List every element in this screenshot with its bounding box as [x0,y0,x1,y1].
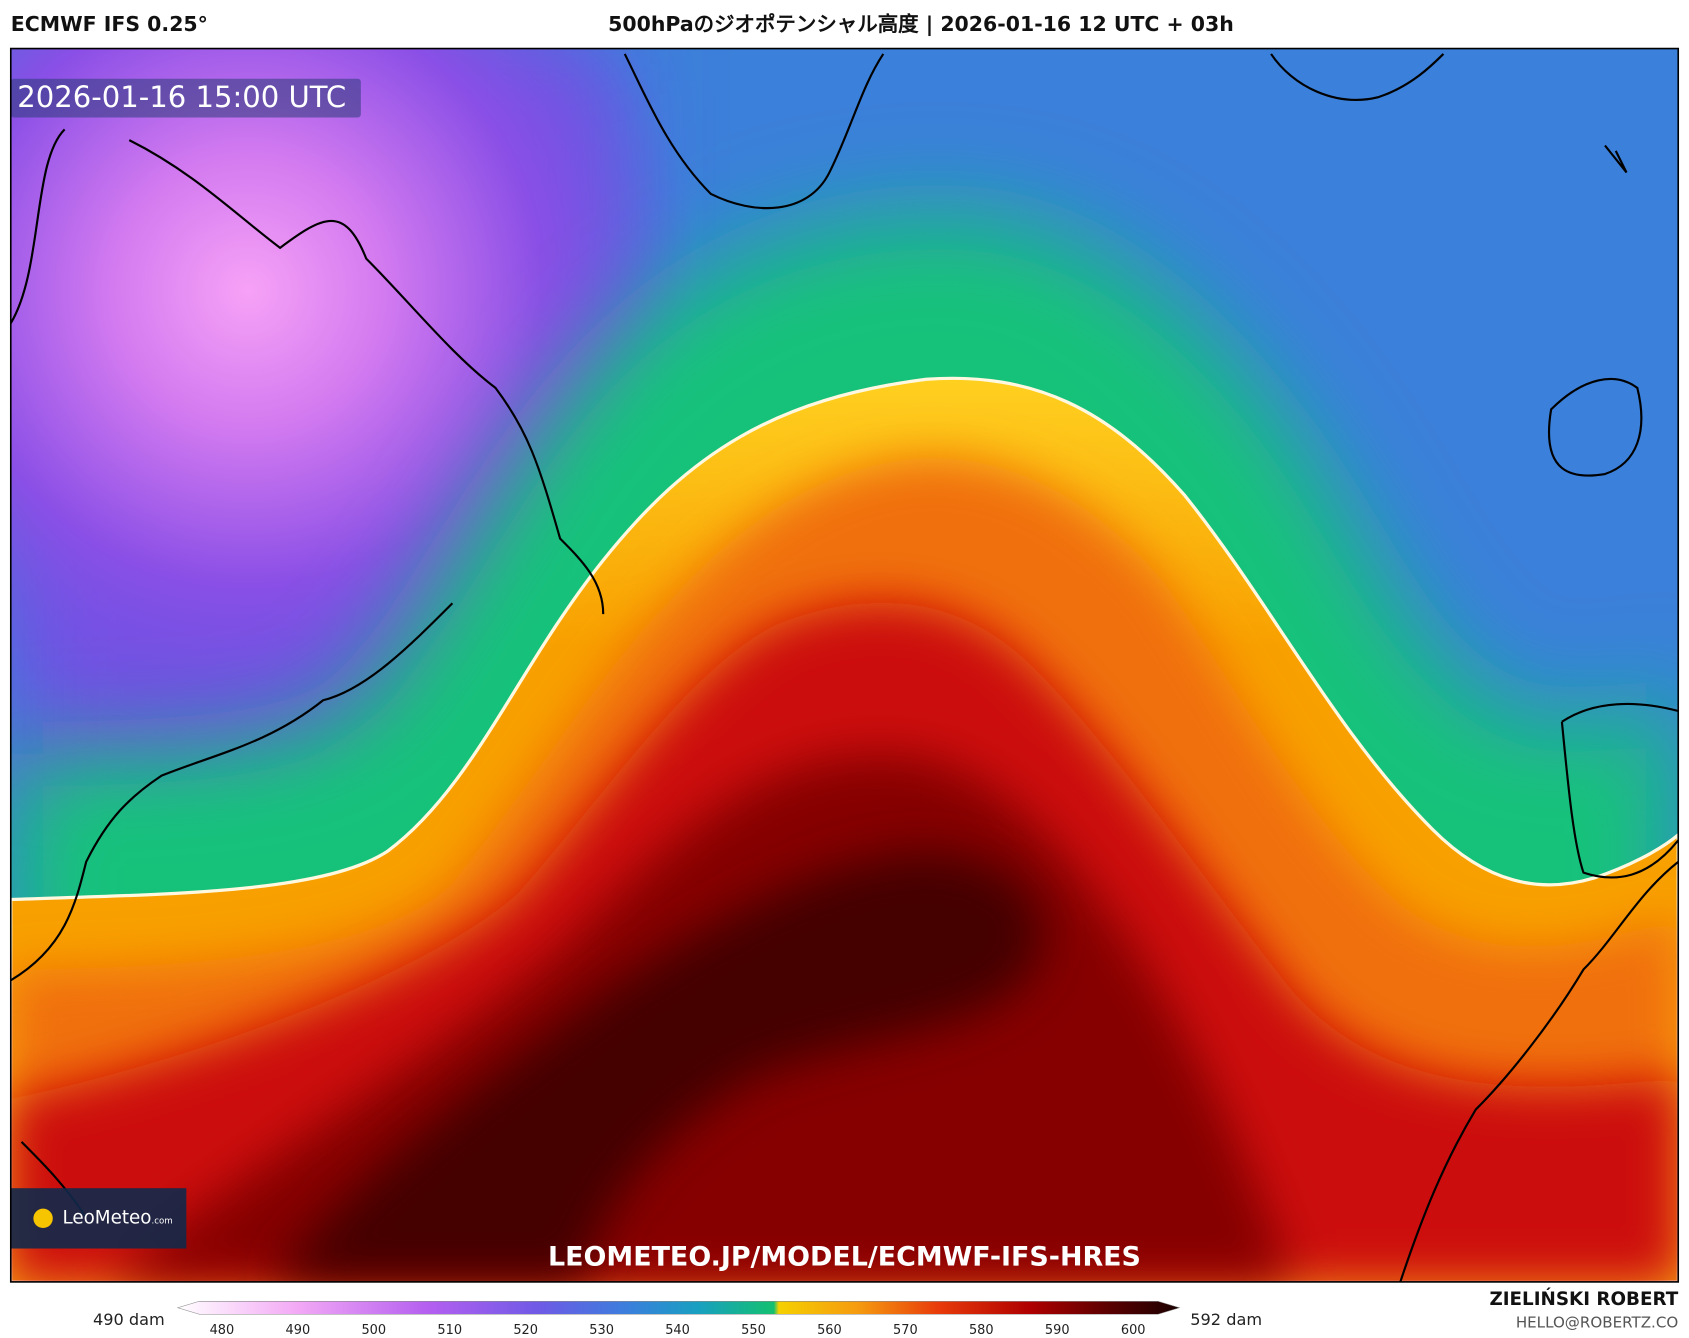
logo: LeoMeteo.com [62,1207,172,1228]
colorbar-tick-label: 570 [893,1323,918,1338]
colorbar-tick-label: 490 [286,1323,311,1338]
chart-title: 500hPaのジオポテンシャル高度 | 2026-01-16 12 UTC + … [608,12,1234,37]
colorbar-tick-label: 560 [817,1323,842,1338]
email: HELLO@ROBERTZ.CO [1516,1313,1679,1331]
colorbar-tick-label: 550 [741,1323,766,1338]
colorbar-ticks: 480 490 500 510 520 530 540 550 560 570 580 590 600 [210,1323,1146,1338]
colorbar-tick-label: 540 [665,1323,690,1338]
logo-suffix: .com [151,1216,172,1226]
colorbar-tick-label: 520 [513,1323,538,1338]
coastlines [10,53,1679,1282]
colorbar [176,1301,1181,1315]
map-border [9,47,1680,1283]
colorbar-tick-label: 580 [969,1323,994,1338]
logo-brand: LeoMeteo [62,1207,151,1228]
colorbar-tick-label: 600 [1121,1323,1146,1338]
colorbar-tick-label: 480 [210,1323,235,1338]
colorbar-max-label: 592 dam [1190,1310,1262,1329]
logo-sun [33,1208,53,1229]
url-watermark: LEOMETEO.JP/MODEL/ECMWF-IFS-HRES [548,1242,1141,1273]
colorbar-tick-label: 500 [361,1323,386,1338]
colorbar-min-label: 490 dam [93,1310,165,1329]
model-label: ECMWF IFS 0.25° [11,12,208,36]
colorbar-tick-label: 530 [589,1323,614,1338]
colorbar-tick-label: 510 [437,1323,462,1338]
timestamp: 2026-01-16 15:00 UTC [17,80,346,114]
map: 2026-01-16 15:00 UTC LeoMeteo.com LEOMET… [10,48,1679,1282]
author: ZIELIŃSKI ROBERT [1489,1288,1678,1310]
colorbar-tick-label: 590 [1045,1323,1070,1338]
